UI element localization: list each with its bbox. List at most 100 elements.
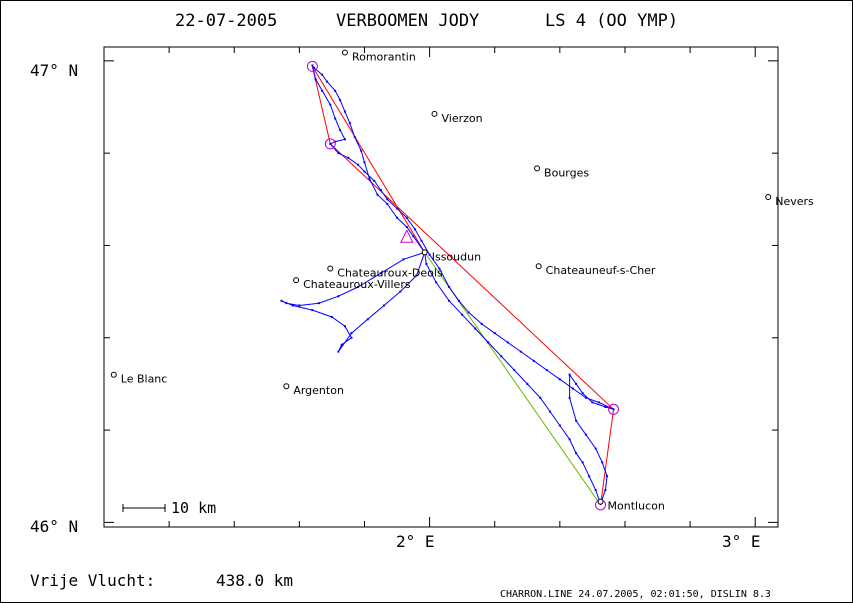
track-fix xyxy=(363,170,366,173)
track-fix xyxy=(513,369,516,372)
track-fix xyxy=(588,475,591,478)
track-fix xyxy=(575,452,578,455)
track-fix xyxy=(399,290,402,293)
track-fix xyxy=(571,387,574,390)
track-fix xyxy=(340,343,343,346)
track-fix xyxy=(356,286,359,288)
track-fix xyxy=(438,267,441,270)
track-fix xyxy=(313,66,316,69)
track-fix xyxy=(329,103,332,106)
track-fix xyxy=(350,332,353,335)
track-fix xyxy=(356,163,359,166)
track-fix xyxy=(584,433,587,436)
track-fix xyxy=(539,396,542,399)
track-fix xyxy=(581,461,584,464)
track-fix xyxy=(474,327,477,330)
track-fix xyxy=(348,122,351,125)
track-fix xyxy=(532,359,535,362)
track-fix xyxy=(360,149,363,152)
track-fix xyxy=(405,226,408,228)
track-fix xyxy=(396,216,399,219)
x-axis-label-3e: 3° E xyxy=(722,532,761,551)
pilot-name: VERBOOMEN JODY xyxy=(336,11,479,31)
track-fix xyxy=(366,318,369,321)
city-label: Argenton xyxy=(293,384,344,397)
track-fix xyxy=(405,216,408,219)
track-line-west xyxy=(281,251,426,352)
task-leg-line xyxy=(311,66,426,253)
track-fix xyxy=(334,89,337,92)
track-fix xyxy=(386,202,389,205)
track-fix xyxy=(386,198,389,201)
track-fix xyxy=(339,99,342,102)
track-fix xyxy=(337,152,340,155)
track-fix xyxy=(334,117,337,120)
city-label: Nevers xyxy=(775,195,814,208)
turnpoint-marker xyxy=(306,60,318,72)
city-labels: Romorantin Vierzon Bourges Nevers Issoudun Ch… xyxy=(110,49,814,513)
track-fix xyxy=(601,461,604,464)
city-marker xyxy=(765,194,772,200)
track-fix xyxy=(343,138,346,141)
track-fix xyxy=(493,332,496,335)
city-label: Le Blanc xyxy=(121,373,168,386)
track-fix xyxy=(311,64,314,67)
city-label: Chateauroux-Villers xyxy=(303,278,411,291)
track-fix xyxy=(373,179,376,182)
distance-label: Vrije Vlucht: xyxy=(30,571,155,590)
track-fix xyxy=(402,258,405,261)
track-fix xyxy=(379,189,382,192)
track-fix xyxy=(347,156,350,159)
track-fix xyxy=(604,489,607,492)
track-fix xyxy=(321,73,324,76)
track-fix xyxy=(317,302,320,305)
task-leg-line xyxy=(329,143,614,410)
track-fix xyxy=(575,382,578,385)
track-fix xyxy=(368,177,371,180)
track-fix xyxy=(420,239,423,242)
scale-bar-label: 10 km xyxy=(171,499,216,517)
track-fix xyxy=(428,253,431,256)
city-marker xyxy=(293,277,300,284)
track-fix xyxy=(379,272,382,275)
city-label: Romorantin xyxy=(352,51,416,64)
track-fix xyxy=(350,336,353,339)
track-fix xyxy=(415,274,418,277)
track-fix xyxy=(291,304,294,307)
track-fix xyxy=(467,311,470,314)
track-fix xyxy=(337,350,340,353)
city-marker xyxy=(534,165,541,172)
track-fix xyxy=(413,228,416,231)
track-fix xyxy=(594,447,597,450)
track-fix xyxy=(412,235,415,238)
track-fix xyxy=(363,161,366,164)
city-marker xyxy=(597,498,604,505)
track-fix xyxy=(597,401,600,404)
city-label: Vierzon xyxy=(441,112,482,125)
city-marker xyxy=(283,383,290,390)
track-fix xyxy=(326,80,329,83)
scale-bar: 10 km xyxy=(122,499,216,517)
footer-info: CHARRON.LINE 24.07.2005, 02:01:50, DISLI… xyxy=(500,589,771,600)
track-fix xyxy=(448,299,451,302)
track-fix xyxy=(594,489,597,492)
track-fix xyxy=(584,396,587,399)
turnpoint-marker xyxy=(324,138,336,150)
plot-area-border xyxy=(103,46,779,528)
track-fix xyxy=(487,341,490,344)
track-fix xyxy=(545,369,548,372)
city-marker xyxy=(421,249,428,256)
track-fix xyxy=(298,304,301,307)
track-fix xyxy=(425,262,428,265)
track-fix xyxy=(435,281,438,284)
track-fix xyxy=(383,304,386,307)
track-fix xyxy=(311,309,314,312)
turnpoint-marker xyxy=(608,403,620,415)
distance-value: 438.0 km xyxy=(216,571,293,590)
track-fix xyxy=(329,142,332,145)
track-fix xyxy=(558,378,561,381)
track-fix xyxy=(321,89,324,92)
track-fix xyxy=(604,406,607,408)
track-fix xyxy=(526,382,529,385)
axis-ticks xyxy=(104,47,778,527)
